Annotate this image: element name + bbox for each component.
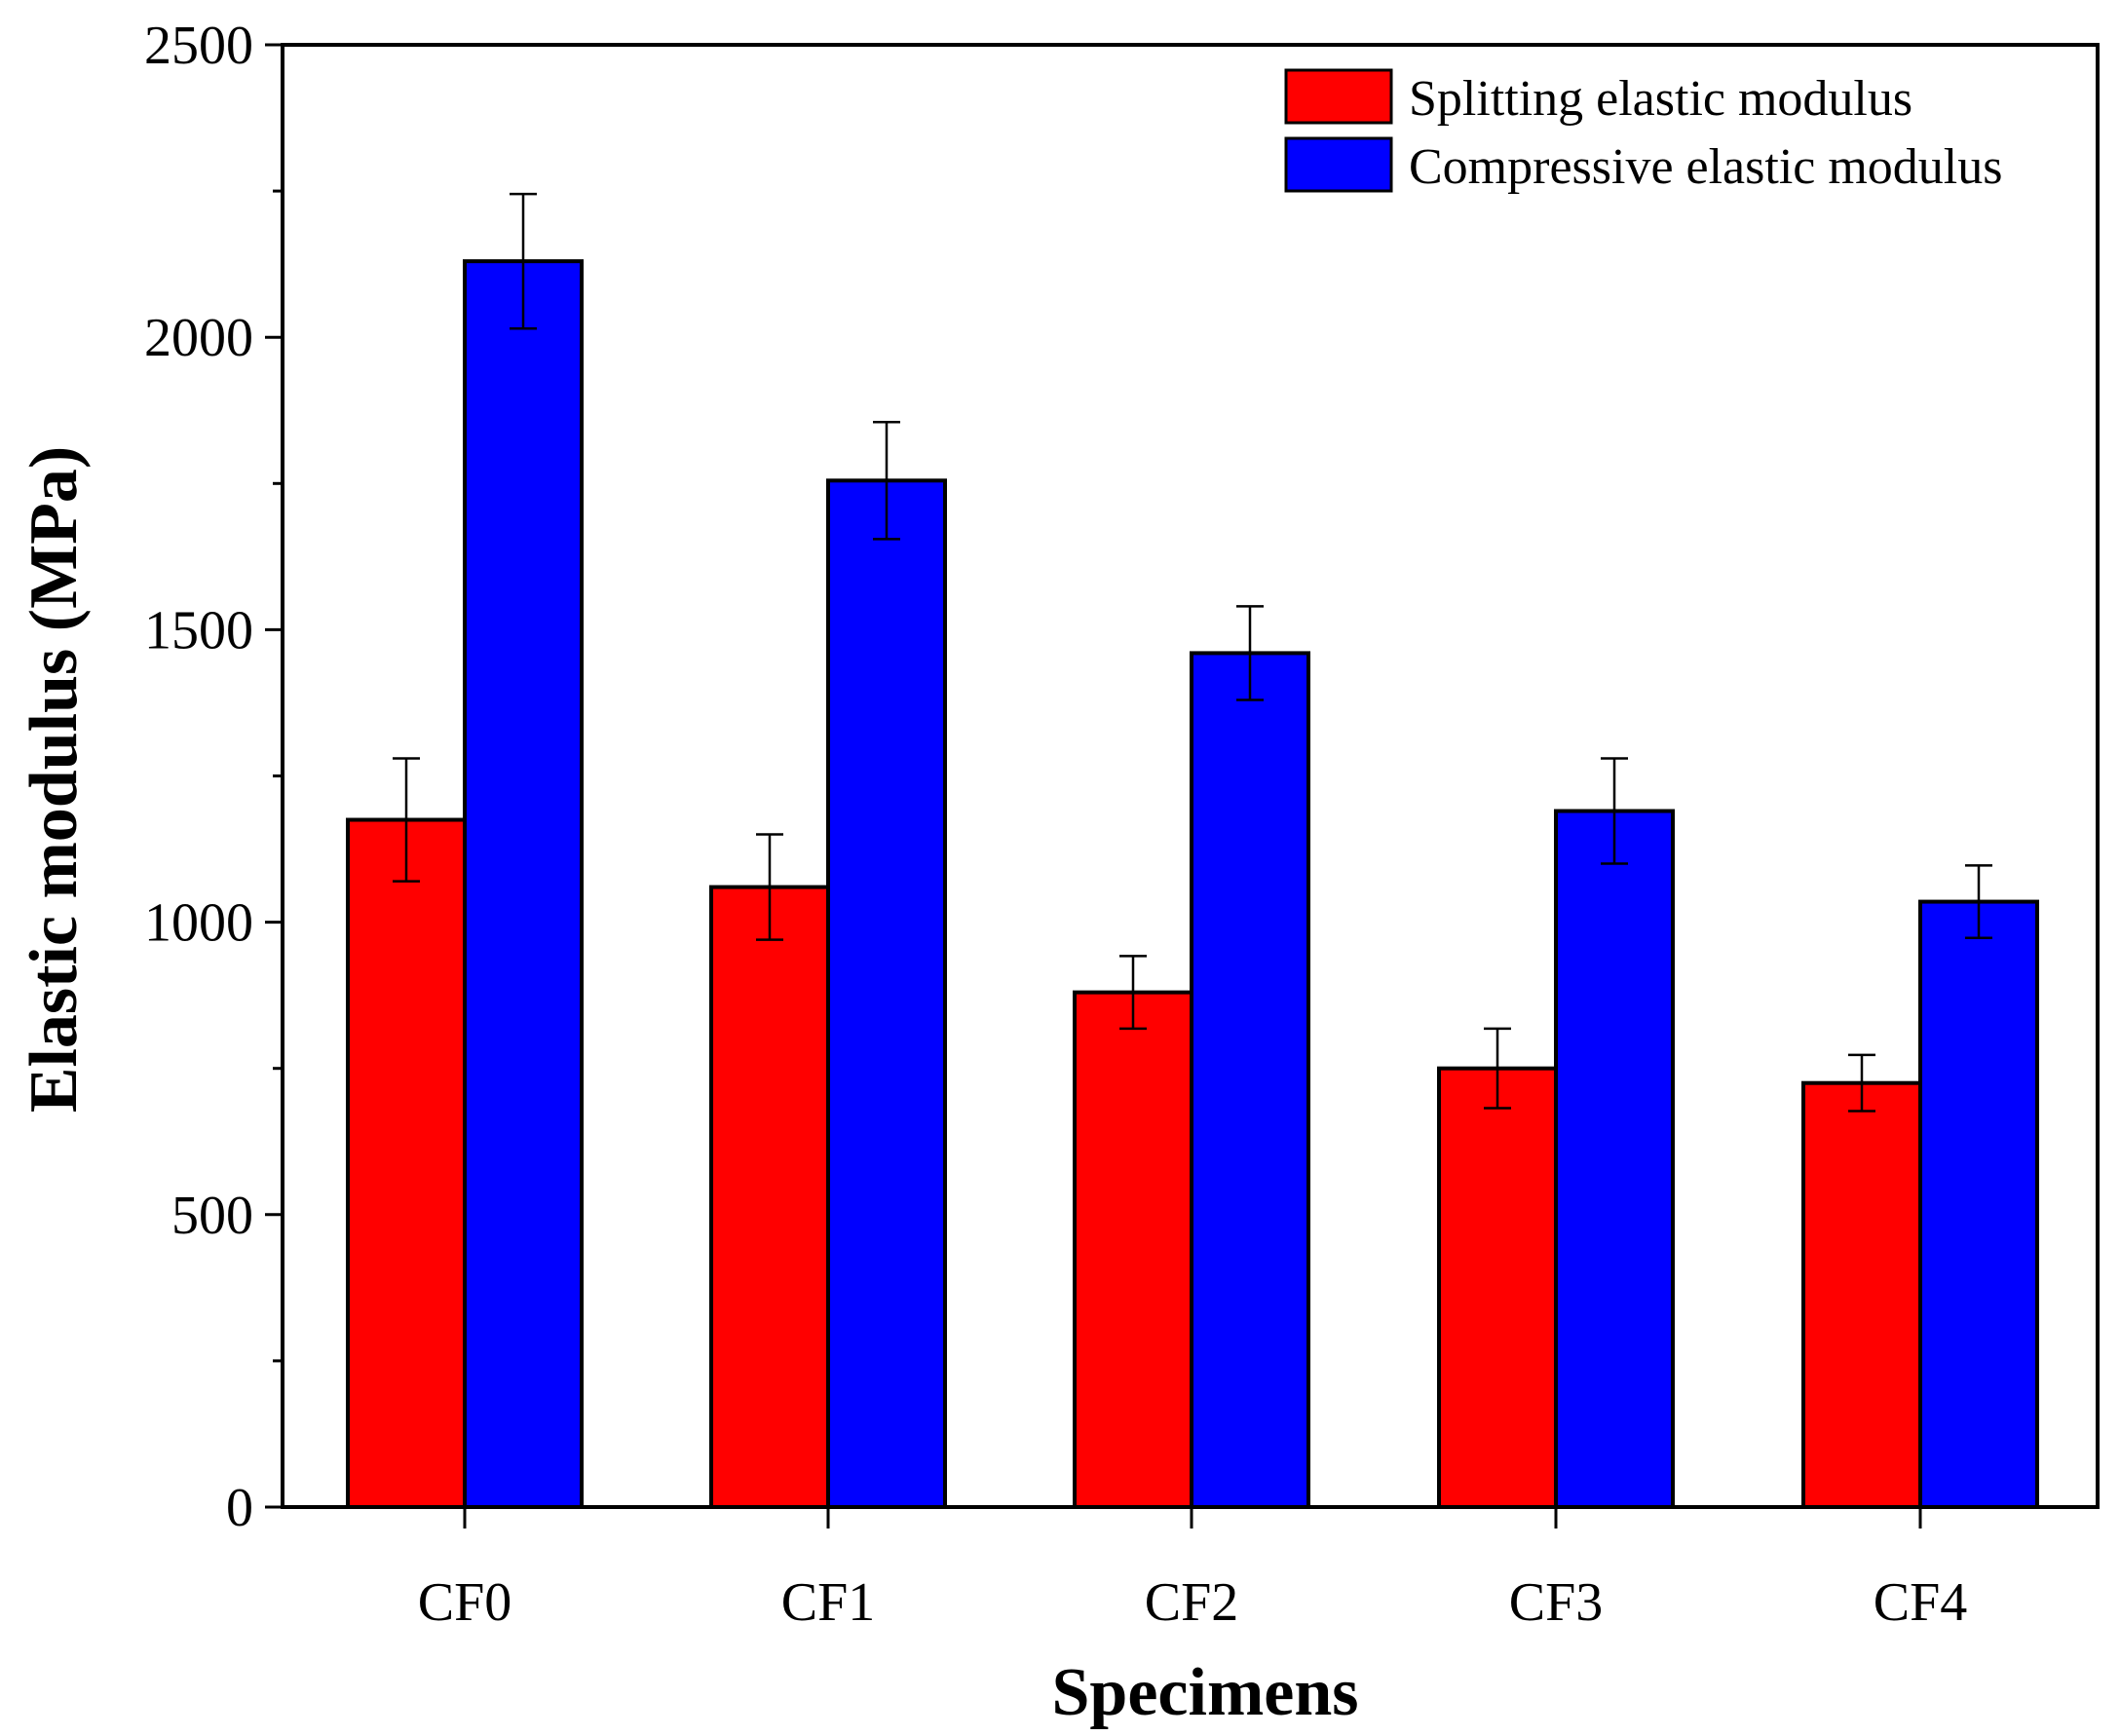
bar-compressive-cf4 <box>1918 899 2039 1509</box>
error-bar-splitting-cf4 <box>1848 1053 1875 1113</box>
bar-compressive-cf0 <box>463 259 584 1510</box>
y-tick-label: 1000 <box>144 893 253 954</box>
error-bar-compressive-cf2 <box>1236 605 1264 701</box>
legend-swatch-compressive <box>1284 136 1393 193</box>
bar-splitting-cf4 <box>1801 1080 1922 1509</box>
bar-compressive-cf3 <box>1554 809 1675 1509</box>
axes: 0 500 1000 1500 2000 2500 CF0 CF1 CF2 CF3 CF4 <box>144 16 2100 1633</box>
bar-splitting-cf2 <box>1073 990 1193 1509</box>
error-bar-splitting-cf1 <box>756 833 783 941</box>
bar-splitting-cf0 <box>346 817 467 1509</box>
bar-compressive-cf1 <box>826 478 947 1510</box>
x-tick-label-cf0: CF0 <box>418 1572 512 1633</box>
error-bar-compressive-cf3 <box>1601 757 1628 865</box>
legend-label-splitting: Splitting elastic modulus <box>1409 71 1912 127</box>
y-tick-label: 1500 <box>144 600 253 660</box>
x-tick-label-cf1: CF1 <box>781 1572 876 1633</box>
y-tick-label: 2500 <box>144 16 253 76</box>
legend: Splitting elastic modulus Compressive el… <box>1284 68 2002 195</box>
legend-label-compressive: Compressive elastic modulus <box>1409 139 2002 195</box>
y-tick-label: 2000 <box>144 308 253 368</box>
x-tick-label-cf3: CF3 <box>1509 1572 1604 1633</box>
error-bar-compressive-cf1 <box>873 421 900 541</box>
error-bar-splitting-cf2 <box>1119 955 1147 1031</box>
plot-area <box>346 192 2039 1510</box>
error-bar-splitting-cf3 <box>1484 1027 1511 1110</box>
x-tick-label-cf2: CF2 <box>1145 1572 1239 1633</box>
bar-splitting-cf1 <box>709 885 830 1509</box>
x-tick-label-cf4: CF4 <box>1874 1572 1968 1633</box>
error-bar-compressive-cf4 <box>1965 864 1992 940</box>
error-bar-splitting-cf0 <box>393 757 420 883</box>
y-tick-label: 0 <box>226 1478 253 1538</box>
bar-compressive-cf2 <box>1190 651 1310 1509</box>
bar-splitting-cf3 <box>1437 1066 1558 1509</box>
y-tick-label: 500 <box>171 1186 253 1246</box>
y-axis-title: Elastic modulus (MPa) <box>17 446 92 1113</box>
error-bar-compressive-cf0 <box>510 192 537 330</box>
x-axis-title: Specimens <box>1052 1655 1359 1730</box>
legend-swatch-splitting <box>1284 68 1393 125</box>
